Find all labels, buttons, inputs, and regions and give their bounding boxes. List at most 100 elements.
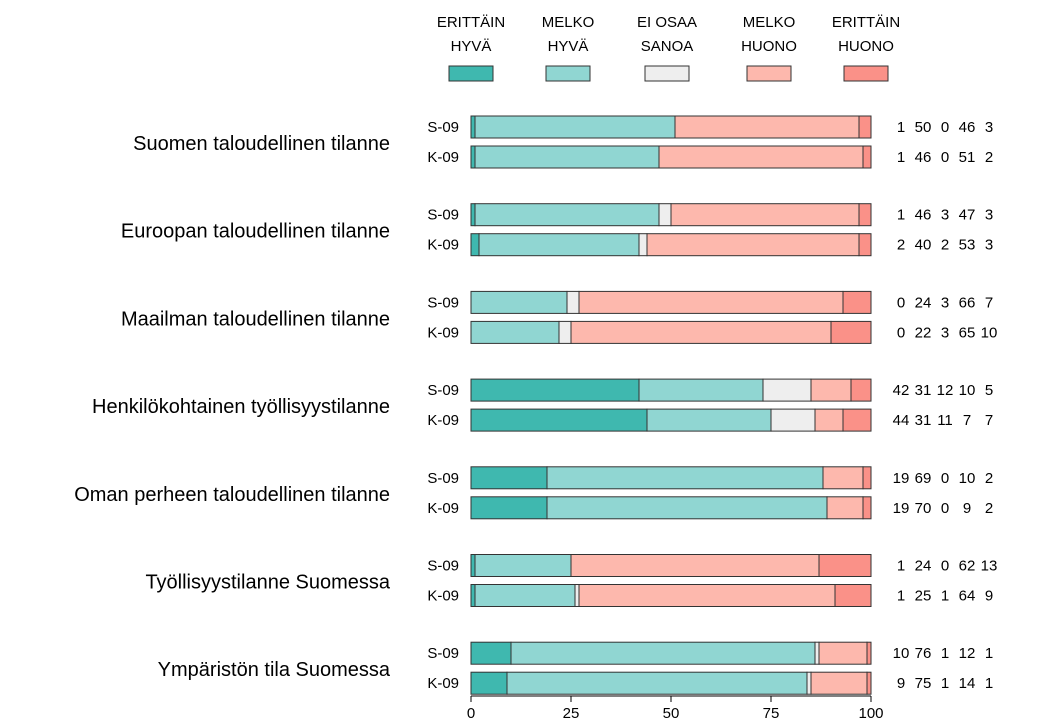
data-value-label: 1 (941, 645, 949, 662)
period-label: K-09 (427, 675, 459, 692)
legend-label-line2: HUONO (838, 38, 894, 55)
data-value-label: 22 (915, 324, 932, 341)
group-label: Oman perheen taloudellinen tilanne (74, 484, 390, 506)
data-value-label: 76 (915, 645, 932, 662)
data-value-label: 25 (915, 588, 932, 605)
data-value-label: 7 (985, 294, 993, 311)
bar-segment (470, 671, 508, 695)
bar-segment (806, 671, 812, 695)
x-tick-label: 0 (467, 705, 475, 720)
group-label: Suomen taloudellinen tilanne (133, 133, 390, 155)
data-value-label: 53 (959, 237, 976, 254)
data-value-label: 1 (897, 119, 905, 136)
bar-segment (474, 115, 676, 139)
bar-segment (850, 378, 872, 402)
legend-swatch (644, 65, 690, 82)
bar-segment (474, 584, 576, 607)
legend-label-line1: EI OSAA (637, 14, 697, 31)
data-value-label: 0 (941, 119, 949, 136)
bar-segment (866, 671, 872, 695)
data-value-label: 46 (915, 207, 932, 224)
data-value-label: 19 (893, 500, 910, 517)
group-label: Ympäristön tila Suomessa (158, 659, 391, 681)
data-value-label: 46 (959, 119, 976, 136)
bar-segment (810, 671, 868, 695)
data-value-label: 1 (941, 588, 949, 605)
data-value-label: 3 (985, 237, 993, 254)
bar-segment (770, 408, 816, 432)
legend-label-line1: MELKO (743, 14, 796, 31)
data-value-label: 3 (941, 207, 949, 224)
bar-segment (818, 554, 872, 577)
data-value-label: 3 (985, 119, 993, 136)
data-value-label: 64 (959, 588, 976, 605)
data-value-label: 40 (915, 237, 932, 254)
data-value-label: 3 (941, 294, 949, 311)
data-value-label: 12 (937, 382, 954, 399)
data-value-label: 47 (959, 207, 976, 224)
data-value-label: 9 (897, 675, 905, 692)
data-value-label: 3 (941, 324, 949, 341)
bar-segment (470, 408, 648, 432)
bar-segment (566, 290, 580, 314)
data-value-label: 2 (985, 470, 993, 487)
legend-label-line1: MELKO (542, 14, 595, 31)
data-value-label: 31 (915, 412, 932, 429)
data-value-label: 44 (893, 412, 910, 429)
data-value-label: 1 (897, 558, 905, 575)
bar-segment (862, 496, 872, 520)
bar-segment (814, 641, 820, 665)
data-value-label: 1 (897, 149, 905, 166)
x-tick-label: 25 (563, 705, 580, 720)
data-value-label: 51 (959, 149, 976, 166)
bar-segment (858, 203, 872, 227)
data-value-label: 0 (941, 149, 949, 166)
period-label: S-09 (427, 558, 459, 575)
data-value-label: 70 (915, 500, 932, 517)
group-label: Työllisyystilanne Suomessa (145, 572, 390, 594)
period-label: K-09 (427, 324, 459, 341)
data-value-label: 1 (897, 207, 905, 224)
bar-segment (842, 290, 872, 314)
data-value-label: 7 (985, 412, 993, 429)
data-value-label: 12 (959, 645, 976, 662)
period-label: S-09 (427, 207, 459, 224)
data-value-label: 2 (897, 237, 905, 254)
bar-segment (578, 290, 844, 314)
data-value-label: 1 (985, 675, 993, 692)
bar-segment (658, 203, 672, 227)
data-value-label: 2 (985, 149, 993, 166)
bar-segment (470, 115, 476, 139)
bar-segment (834, 584, 872, 607)
bar-segment (862, 466, 872, 490)
data-value-label: 7 (963, 412, 971, 429)
bar-segment (474, 203, 660, 227)
legend-swatch (843, 65, 889, 82)
x-tick-label: 50 (663, 705, 680, 720)
bar-segment (478, 233, 640, 257)
bar-segment (674, 115, 860, 139)
bar-segment (470, 145, 476, 169)
data-value-label: 9 (963, 500, 971, 517)
data-value-label: 0 (897, 294, 905, 311)
bar-segment (858, 233, 872, 257)
data-value-label: 1 (897, 588, 905, 605)
bar-segment (470, 320, 560, 344)
bar-segment (578, 584, 836, 607)
data-value-label: 24 (915, 294, 932, 311)
data-value-label: 13 (981, 558, 998, 575)
data-value-label: 0 (941, 500, 949, 517)
legend-swatch (448, 65, 494, 82)
legend-label-line2: HYVÄ (548, 38, 589, 55)
bar-segment (866, 641, 872, 665)
data-value-label: 0 (897, 324, 905, 341)
bar-segment (558, 320, 572, 344)
bar-segment (470, 641, 512, 665)
bar-segment (570, 320, 832, 344)
legend-swatch (545, 65, 591, 82)
data-value-label: 0 (941, 558, 949, 575)
data-value-label: 24 (915, 558, 932, 575)
data-value-label: 69 (915, 470, 932, 487)
bar-segment (862, 145, 872, 169)
